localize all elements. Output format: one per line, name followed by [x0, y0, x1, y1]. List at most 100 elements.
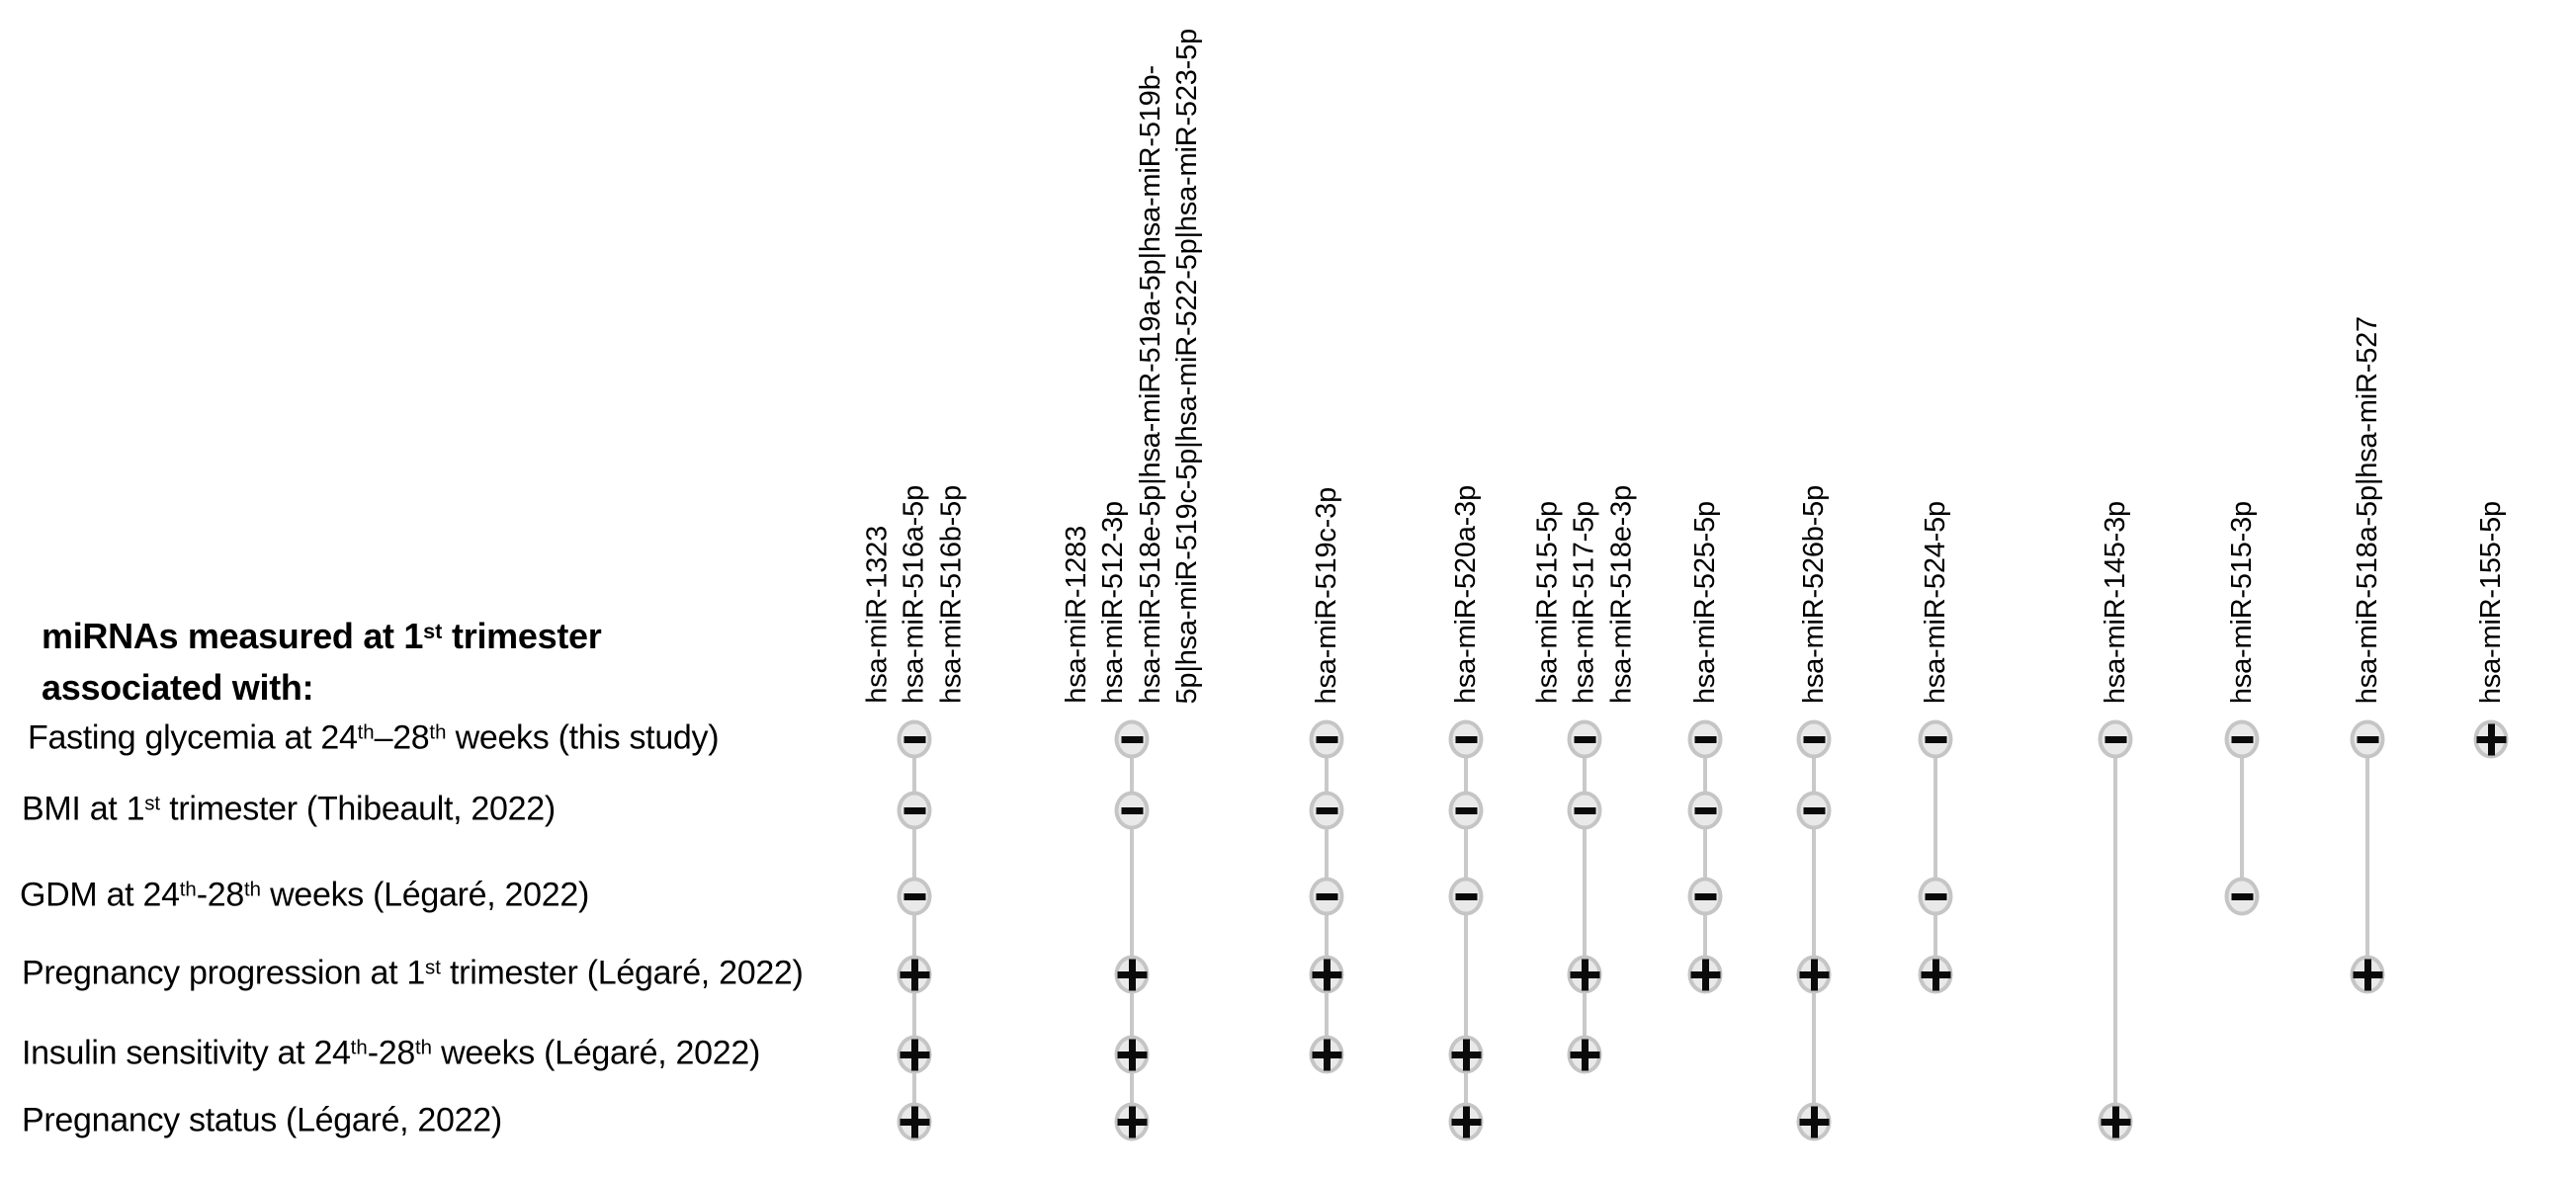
- minus-icon: [2231, 892, 2253, 900]
- negative-association-mark: [1796, 719, 1832, 759]
- minus-icon: [1803, 806, 1825, 814]
- negative-association-mark: [897, 719, 932, 759]
- mirna-name: hsa-miR-519c-3p: [1310, 486, 1342, 704]
- plus-icon: [1128, 1106, 1136, 1137]
- negative-association-mark: [1918, 877, 1953, 916]
- positive-association-mark: [1114, 955, 1150, 994]
- negative-association-mark: [1918, 719, 1953, 759]
- negative-association-mark: [2224, 877, 2260, 916]
- mirna-column-label: hsa-miR-1323 hsa-miR-516a-5p hsa-miR-516b-…: [860, 0, 970, 704]
- negative-association-mark: [1687, 791, 1723, 830]
- minus-icon: [1316, 892, 1337, 900]
- positive-association-mark: [897, 1035, 932, 1074]
- column-connector-line: [1464, 739, 1468, 1122]
- negative-association-mark: [2224, 719, 2260, 759]
- minus-icon: [1121, 735, 1143, 743]
- row-label: Insulin sensitivity at 24th-28th weeks (…: [22, 1034, 760, 1072]
- mirna-name: hsa-miR-516a-5p: [898, 484, 930, 704]
- mirna-column-label: hsa-miR-145-3p: [2098, 0, 2133, 704]
- plus-icon: [1581, 959, 1589, 990]
- row-label: Pregnancy progression at 1st trimester (…: [22, 954, 804, 992]
- negative-association-mark: [1448, 719, 1484, 759]
- mirna-column-label: hsa-miR-525-5p: [1687, 0, 1723, 704]
- mirna-column-label: hsa-miR-1283 hsa-miR-512-3p hsa-miR-518e-5…: [1059, 0, 1205, 705]
- minus-icon: [1455, 735, 1477, 743]
- column-connector-line: [1933, 739, 1937, 974]
- mirna-name: hsa-miR-518e-5p|hsa-miR-519a-5p|hsa-miR-…: [1134, 65, 1166, 704]
- plus-icon: [1810, 959, 1818, 990]
- negative-association-mark: [2098, 719, 2133, 759]
- minus-icon: [1574, 735, 1595, 743]
- superscript: th: [357, 721, 375, 744]
- minus-icon: [1694, 735, 1716, 743]
- minus-icon: [1694, 892, 1716, 900]
- minus-icon: [1803, 735, 1825, 743]
- minus-icon: [1316, 735, 1337, 743]
- plus-icon: [1932, 959, 1939, 990]
- negative-association-mark: [1309, 877, 1344, 916]
- minus-icon: [2357, 735, 2378, 743]
- minus-icon: [1316, 806, 1337, 814]
- superscript: th: [350, 1037, 368, 1059]
- negative-association-mark: [1448, 877, 1484, 916]
- column-connector-line: [1583, 739, 1587, 1054]
- row-label: Pregnancy status (Légaré, 2022): [22, 1101, 502, 1139]
- positive-association-mark: [1114, 1035, 1150, 1074]
- positive-association-mark: [1448, 1035, 1484, 1074]
- superscript: st: [425, 957, 441, 979]
- positive-association-mark: [1796, 1102, 1832, 1141]
- mirna-name: hsa-miR-516b-5p: [935, 484, 968, 704]
- negative-association-mark: [897, 877, 932, 916]
- mirna-name: hsa-miR-1323: [861, 526, 894, 704]
- mirna-name: hsa-miR-517-5p: [1568, 500, 1600, 704]
- negative-association-mark: [2350, 719, 2385, 759]
- positive-association-mark: [1918, 955, 1953, 994]
- mirna-name: hsa-miR-145-3p: [2099, 500, 2131, 704]
- positive-association-mark: [2098, 1102, 2133, 1141]
- plus-icon: [1581, 1039, 1589, 1070]
- positive-association-mark: [1309, 955, 1344, 994]
- minus-icon: [903, 892, 925, 900]
- negative-association-mark: [1567, 791, 1602, 830]
- negative-association-mark: [1448, 791, 1484, 830]
- superscript: st: [144, 793, 161, 815]
- positive-association-mark: [1687, 955, 1723, 994]
- plus-icon: [1128, 959, 1136, 990]
- minus-icon: [1925, 735, 1946, 743]
- superscript: th: [429, 721, 447, 744]
- row-label: BMI at 1st trimester (Thibeault, 2022): [22, 790, 556, 828]
- plus-icon: [1462, 1106, 1470, 1137]
- figure-title-line-2: associated with:: [42, 667, 314, 708]
- mirna-name: hsa-miR-525-5p: [1688, 500, 1721, 704]
- column-connector-line: [1812, 739, 1816, 1122]
- column-connector-line: [1130, 739, 1134, 1122]
- minus-icon: [903, 806, 925, 814]
- minus-icon: [2104, 735, 2126, 743]
- plus-icon: [910, 1039, 918, 1070]
- column-connector-line: [2113, 739, 2117, 1122]
- row-label: Fasting glycemia at 24th–28th weeks (thi…: [28, 718, 720, 757]
- mirna-name: hsa-miR-526b-5p: [1797, 484, 1830, 704]
- mirna-column-label: hsa-miR-520a-3p: [1448, 0, 1484, 704]
- plus-icon: [2363, 959, 2371, 990]
- minus-icon: [1694, 806, 1716, 814]
- positive-association-mark: [1796, 955, 1832, 994]
- negative-association-mark: [1309, 791, 1344, 830]
- minus-icon: [1455, 806, 1477, 814]
- plus-icon: [910, 959, 918, 990]
- column-connector-line: [912, 739, 916, 1122]
- mirna-column-label: hsa-miR-519c-3p: [1309, 0, 1344, 704]
- negative-association-mark: [1687, 719, 1723, 759]
- plus-icon: [1701, 959, 1709, 990]
- plus-icon: [1323, 959, 1331, 990]
- positive-association-mark: [1448, 1102, 1484, 1141]
- mirna-column-label: hsa-miR-524-5p: [1918, 0, 1953, 704]
- superscript: st: [423, 618, 443, 643]
- mirna-name: hsa-miR-518e-3p: [1605, 484, 1638, 704]
- positive-association-mark: [2350, 955, 2385, 994]
- row-label: GDM at 24th-28th weeks (Légaré, 2022): [20, 876, 589, 914]
- negative-association-mark: [1309, 719, 1344, 759]
- positive-association-mark: [1114, 1102, 1150, 1141]
- negative-association-mark: [1567, 719, 1602, 759]
